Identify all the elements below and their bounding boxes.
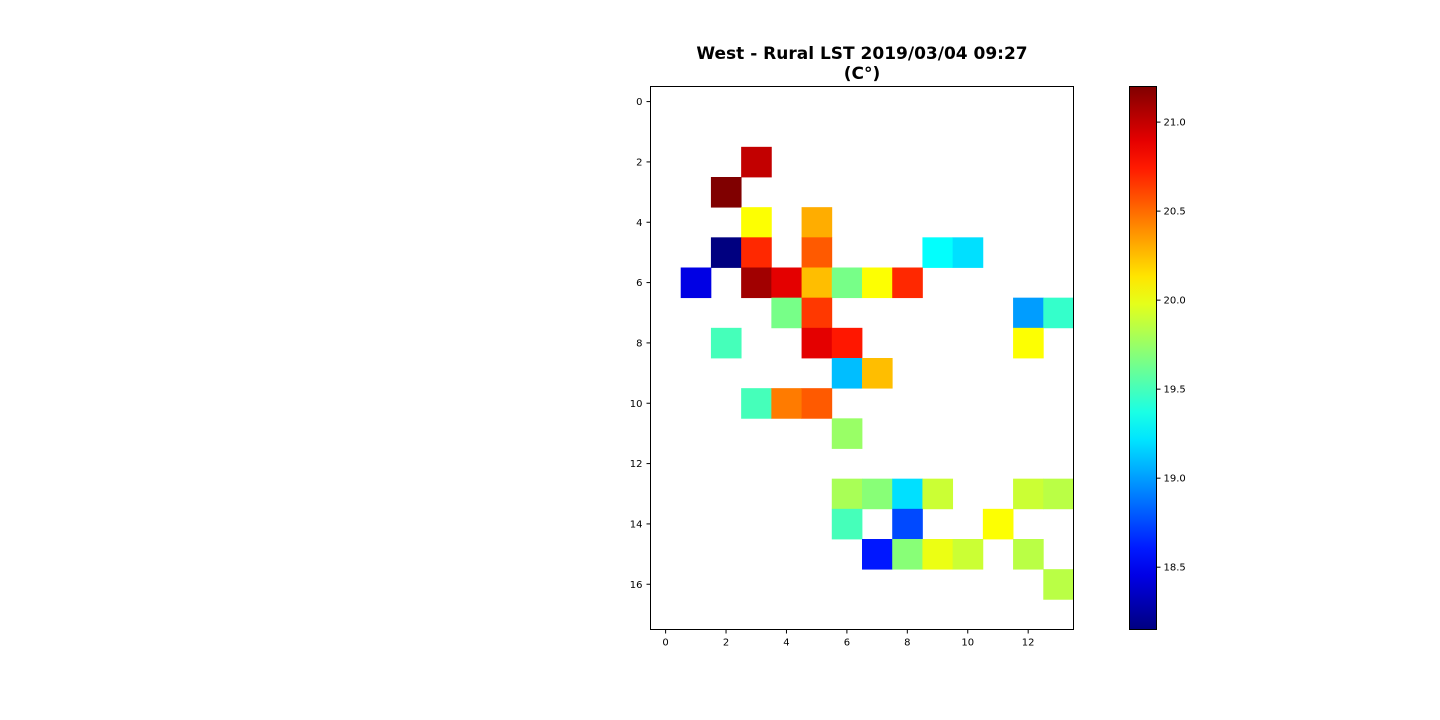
y-tick-label: 6 xyxy=(636,278,642,289)
x-tick-label: 0 xyxy=(662,638,668,649)
colorbar-tick-label: 19.5 xyxy=(1164,385,1186,396)
colorbar xyxy=(1129,86,1157,630)
chart-title-line-2: (C°) xyxy=(843,64,881,84)
heatmap-cells xyxy=(680,146,1074,600)
colorbar-tick-label: 20.5 xyxy=(1164,207,1186,218)
y-tick-label: 12 xyxy=(630,459,643,470)
heatmap-cell xyxy=(801,207,833,238)
heatmap-cell xyxy=(862,358,893,389)
heatmap-cell xyxy=(862,539,893,570)
heatmap-cell xyxy=(1013,539,1044,570)
y-tick-label: 14 xyxy=(630,519,643,530)
heatmap-cell xyxy=(831,327,863,359)
heatmap-cell xyxy=(952,539,984,570)
y-tick-label: 0 xyxy=(636,97,642,108)
y-tick-label: 2 xyxy=(636,157,642,168)
heatmap-cell xyxy=(771,267,802,299)
x-tick-label: 4 xyxy=(783,638,789,649)
y-axis-ticks: 0 2 4 6 8 10 12 14 16 xyxy=(630,97,651,591)
x-tick-label: 6 xyxy=(844,638,850,649)
heatmap-cell xyxy=(922,478,954,510)
plot-frame xyxy=(650,86,1074,630)
heatmap-cell xyxy=(710,237,742,268)
heatmap-cell xyxy=(831,478,863,510)
colorbar-tick-label: 21.0 xyxy=(1164,118,1186,129)
heatmap-cell xyxy=(801,388,833,419)
heatmap-cell xyxy=(741,207,772,238)
heatmap-cell xyxy=(741,237,772,268)
heatmap-cell xyxy=(892,267,923,299)
x-axis-ticks: 0 2 4 6 8 10 12 xyxy=(662,629,1035,649)
heatmap-cell xyxy=(1043,297,1074,329)
heatmap-cell xyxy=(1043,569,1074,600)
heatmap-cell xyxy=(1013,297,1044,329)
heatmap-cell xyxy=(801,267,833,299)
x-tick-label: 10 xyxy=(961,638,974,649)
y-tick-label: 16 xyxy=(630,580,643,591)
heatmap-cell xyxy=(862,267,893,299)
heatmap-cell xyxy=(922,237,954,268)
heatmap-cell xyxy=(771,388,802,419)
heatmap-cell xyxy=(741,146,772,178)
heatmap-cell xyxy=(741,388,772,419)
chart-title-line-1: West - Rural LST 2019/03/04 09:27 xyxy=(696,44,1028,64)
heatmap-cell xyxy=(801,237,833,268)
heatmap-cell xyxy=(710,327,742,359)
heatmap-cell xyxy=(952,237,984,268)
colorbar-tick-label: 18.5 xyxy=(1164,563,1186,574)
heatmap-cell xyxy=(680,267,712,299)
heatmap-cell xyxy=(801,297,833,329)
heatmap-cell xyxy=(831,508,863,540)
heatmap-cell xyxy=(831,267,863,299)
heatmap-cell xyxy=(922,539,954,570)
y-tick-label: 10 xyxy=(630,399,643,410)
x-tick-label: 8 xyxy=(904,638,910,649)
heatmap-cell xyxy=(892,508,923,540)
heatmap-cell xyxy=(831,358,863,389)
colorbar-tick-label: 20.0 xyxy=(1164,296,1186,307)
heatmap-cell xyxy=(862,478,893,510)
heatmap-cell xyxy=(741,267,772,299)
heatmap-cell xyxy=(892,539,923,570)
heatmap-cell xyxy=(892,478,923,510)
x-tick-label: 2 xyxy=(723,638,729,649)
heatmap-cell xyxy=(831,418,863,449)
colorbar-tick-label: 19.0 xyxy=(1164,474,1186,485)
heatmap-cell xyxy=(982,508,1014,540)
heatmap-cell xyxy=(710,177,742,208)
colorbar-ticks: 18.5 19.0 19.5 20.0 20.5 21.0 xyxy=(1156,118,1186,574)
y-tick-label: 8 xyxy=(636,338,642,349)
heatmap-cell xyxy=(1013,327,1044,359)
x-tick-label: 12 xyxy=(1022,638,1035,649)
heatmap-cell xyxy=(1013,478,1044,510)
heatmap-cell xyxy=(1043,478,1074,510)
y-tick-label: 4 xyxy=(636,218,642,229)
heatmap-cell xyxy=(771,297,802,329)
heatmap-cell xyxy=(801,327,833,359)
